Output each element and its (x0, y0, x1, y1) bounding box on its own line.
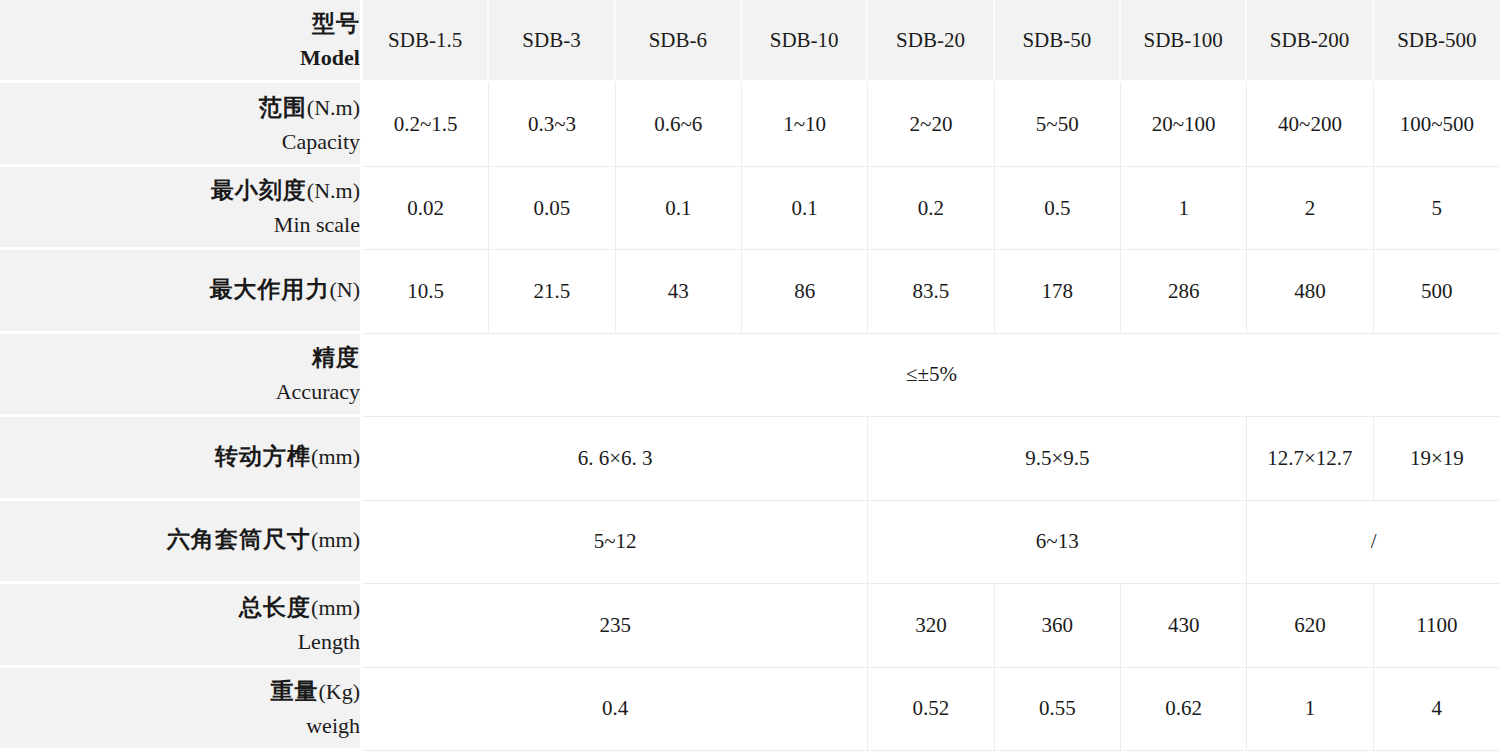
table-cell-merged: 6~13 (868, 501, 1247, 584)
table-cell: 0.02 (363, 167, 489, 250)
row-header-en: Accuracy (0, 376, 360, 407)
table-cell: 1 (1247, 668, 1373, 751)
table-cell-merged: 0.4 (363, 668, 868, 751)
table-cell: 19×19 (1374, 417, 1500, 500)
table-cell: 0.1 (616, 167, 742, 250)
table-row-min-scale: 最小刻度(N.m) Min scale 0.02 0.05 0.1 0.1 0.… (0, 167, 1500, 250)
table-cell: 5~50 (995, 83, 1121, 166)
column-header: SDB-6 (616, 0, 742, 83)
row-header-zh: 六角套筒尺寸 (167, 526, 311, 552)
row-header: 范围(N.m) Capacity (0, 83, 363, 166)
table-cell: 12.7×12.7 (1247, 417, 1373, 500)
column-header: SDB-20 (868, 0, 994, 83)
column-header: SDB-50 (995, 0, 1121, 83)
table-cell-merged: 5~12 (363, 501, 868, 584)
table-cell: 0.62 (1121, 668, 1247, 751)
table-row-hex-socket: 六角套筒尺寸(mm) 5~12 6~13 / (0, 501, 1500, 584)
table-cell: 0.5 (995, 167, 1121, 250)
row-header-en: Length (0, 626, 360, 657)
table-header-row: 型号 Model SDB-1.5 SDB-3 SDB-6 SDB-10 SDB-… (0, 0, 1500, 83)
row-header-en: Model (0, 42, 360, 73)
table-cell: 20~100 (1121, 83, 1247, 166)
table-cell: 620 (1247, 584, 1373, 667)
table-cell: 21.5 (489, 250, 615, 333)
table-cell: 0.1 (742, 167, 868, 250)
table-row-capacity: 范围(N.m) Capacity 0.2~1.5 0.3~3 0.6~6 1~1… (0, 83, 1500, 166)
table-cell: 178 (995, 250, 1121, 333)
table-cell: 86 (742, 250, 868, 333)
column-header: SDB-500 (1374, 0, 1500, 83)
table-cell: 286 (1121, 250, 1247, 333)
row-header-unit: (mm) (311, 444, 360, 469)
table-cell: 40~200 (1247, 83, 1373, 166)
row-header: 最小刻度(N.m) Min scale (0, 167, 363, 250)
column-header: SDB-1.5 (363, 0, 489, 83)
page: { "colors": { "header_bg": "#f2f2f2", "g… (0, 0, 1500, 751)
row-header: 最大作用力(N) (0, 250, 363, 333)
table-row-accuracy: 精度 Accuracy ≤±5% (0, 334, 1500, 417)
row-header-zh: 总长度 (239, 594, 311, 620)
row-header-unit: (N) (329, 277, 360, 302)
row-header-zh: 重量 (270, 678, 318, 704)
row-header: 精度 Accuracy (0, 334, 363, 417)
table-cell: 0.3~3 (489, 83, 615, 166)
table-row-max-force: 最大作用力(N) 10.5 21.5 43 86 83.5 178 286 48… (0, 250, 1500, 333)
table-cell: 1~10 (742, 83, 868, 166)
table-row-length: 总长度(mm) Length 235 320 360 430 620 1100 (0, 584, 1500, 667)
table-cell: 360 (995, 584, 1121, 667)
table-cell-merged: / (1247, 501, 1500, 584)
table-cell-merged: 9.5×9.5 (868, 417, 1247, 500)
table-cell: 0.2~1.5 (363, 83, 489, 166)
table-row-square-drive: 转动方榫(mm) 6. 6×6. 3 9.5×9.5 12.7×12.7 19×… (0, 417, 1500, 500)
row-header-en: Min scale (0, 209, 360, 240)
table-cell: 0.2 (868, 167, 994, 250)
table-cell: 1100 (1374, 584, 1500, 667)
table-cell: 0.6~6 (616, 83, 742, 166)
table-cell: 10.5 (363, 250, 489, 333)
table-cell: 1 (1121, 167, 1247, 250)
column-header: SDB-10 (742, 0, 868, 83)
row-header-zh: 范围 (259, 94, 307, 120)
table-cell-merged: 235 (363, 584, 868, 667)
row-header-unit: (mm) (311, 595, 360, 620)
column-header: SDB-200 (1247, 0, 1373, 83)
row-header-unit: (N.m) (307, 95, 360, 120)
table-cell: 0.52 (868, 668, 994, 751)
row-header-unit: (Kg) (318, 679, 360, 704)
row-header-en: weigh (0, 710, 360, 741)
column-header: SDB-3 (489, 0, 615, 83)
table-cell: 430 (1121, 584, 1247, 667)
table-cell: 83.5 (868, 250, 994, 333)
table-cell: 0.05 (489, 167, 615, 250)
row-header-unit: (mm) (311, 527, 360, 552)
row-header-zh: 转动方榫 (215, 443, 311, 469)
table-row-weight: 重量(Kg) weigh 0.4 0.52 0.55 0.62 1 4 (0, 668, 1500, 751)
row-header-unit: (N.m) (307, 178, 360, 203)
table-cell: 43 (616, 250, 742, 333)
table-cell: 480 (1247, 250, 1373, 333)
row-header: 总长度(mm) Length (0, 584, 363, 667)
row-header-zh: 最小刻度 (211, 177, 307, 203)
table-cell: 500 (1374, 250, 1500, 333)
table-cell: 100~500 (1374, 83, 1500, 166)
column-header: SDB-100 (1121, 0, 1247, 83)
table-cell-merged: ≤±5% (363, 334, 1500, 417)
table-cell: 5 (1374, 167, 1500, 250)
table-cell: 0.55 (995, 668, 1121, 751)
row-header-en: Capacity (0, 126, 360, 157)
corner-header-model: 型号 Model (0, 0, 363, 83)
table-cell: 4 (1374, 668, 1500, 751)
row-header: 转动方榫(mm) (0, 417, 363, 500)
table-cell: 2~20 (868, 83, 994, 166)
table-cell-merged: 6. 6×6. 3 (363, 417, 868, 500)
row-header-zh: 型号 (312, 10, 360, 36)
spec-table: 型号 Model SDB-1.5 SDB-3 SDB-6 SDB-10 SDB-… (0, 0, 1500, 751)
row-header-zh: 精度 (312, 344, 360, 370)
row-header: 重量(Kg) weigh (0, 668, 363, 751)
table-cell: 2 (1247, 167, 1373, 250)
table-cell: 320 (868, 584, 994, 667)
row-header: 六角套筒尺寸(mm) (0, 501, 363, 584)
row-header-zh: 最大作用力 (209, 276, 329, 302)
